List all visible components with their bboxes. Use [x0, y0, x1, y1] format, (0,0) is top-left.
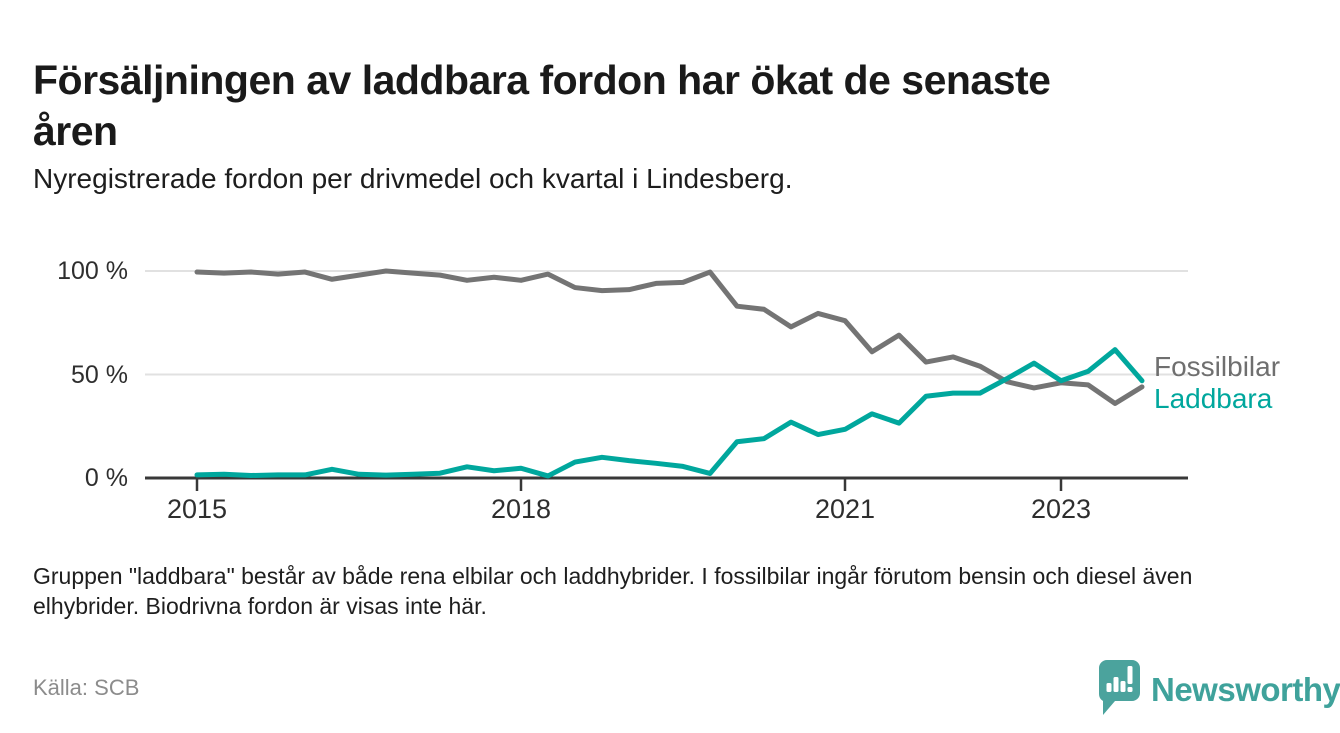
- gridlines: [145, 270, 1188, 376]
- legend-laddbara: Laddbara: [1154, 383, 1273, 414]
- source-note: Källa: SCB: [33, 675, 140, 700]
- chart-subtitle: Nyregistrerade fordon per drivmedel och …: [33, 163, 793, 194]
- y-tick-label-50: 50 %: [71, 360, 128, 389]
- logo-text: Newsworthy: [1151, 671, 1340, 708]
- legend-fossilbilar: Fossilbilar: [1154, 351, 1281, 382]
- fossilbilar-line: [194, 268, 1145, 406]
- series-lines: [194, 268, 1145, 479]
- x-tick-label-2018: 2018: [490, 494, 552, 524]
- laddbara-line: [194, 347, 1145, 479]
- page-title: Försäljningen av laddbara fordon har öka…: [33, 57, 1051, 154]
- chart-footnote: Gruppen "laddbara" består av både rena e…: [33, 563, 1193, 619]
- branding: Newsworthy: [1097, 658, 1340, 722]
- x-tick-label-2021: 2021: [814, 494, 876, 524]
- y-tick-label-100: 100 %: [57, 257, 128, 285]
- x-axis: [145, 476, 1188, 491]
- newsworthy-logo-icon: [1098, 660, 1140, 715]
- x-tick-label-2023: 2023: [1030, 494, 1092, 524]
- x-tick-label-2015: 2015: [166, 494, 228, 524]
- y-tick-label-0: 0 %: [84, 464, 128, 492]
